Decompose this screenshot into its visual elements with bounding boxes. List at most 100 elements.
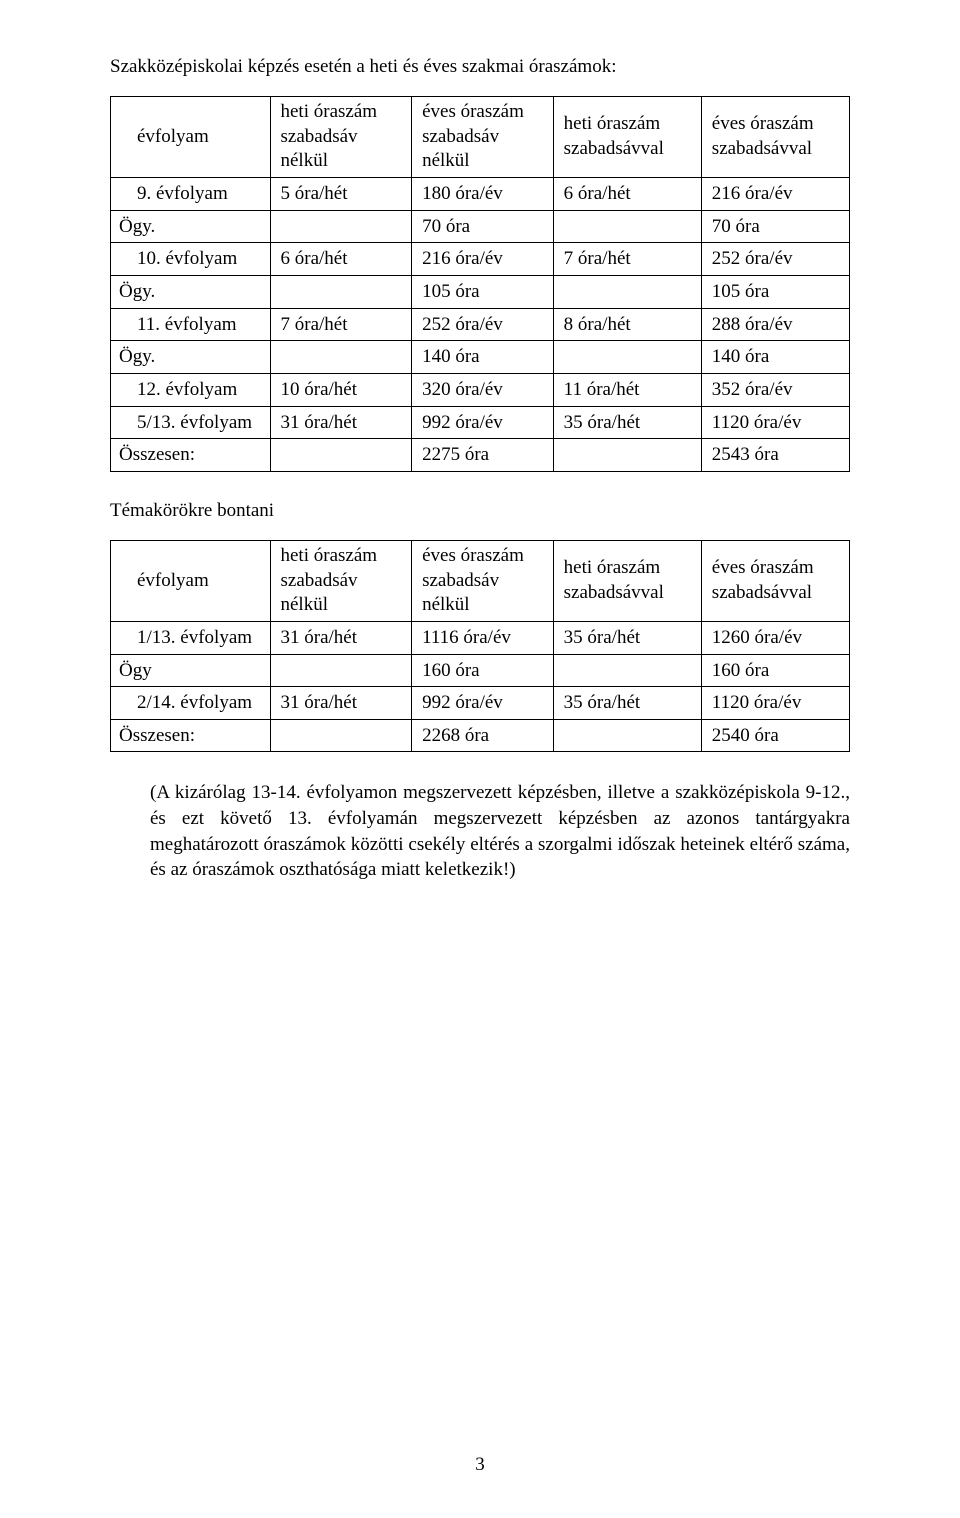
value-cell: 140 óra xyxy=(412,341,554,374)
value-cell: 105 óra xyxy=(412,275,554,308)
th2-eves-val: éves óraszám szabadsávval xyxy=(701,540,849,621)
value-cell: 2540 óra xyxy=(701,719,849,752)
page-number: 3 xyxy=(0,1454,960,1476)
th-evfolyam: évfolyam xyxy=(111,97,271,178)
th-heti-nelkul: heti óraszám szabadsáv nélkül xyxy=(270,97,412,178)
blank-cell xyxy=(270,341,412,374)
table-cell: 992 óra/év xyxy=(412,687,554,720)
blank-cell xyxy=(270,275,412,308)
table-row: 1/13. évfolyam31 óra/hét1116 óra/év35 ór… xyxy=(111,621,850,654)
blank-cell xyxy=(270,439,412,472)
table-cell: 6 óra/hét xyxy=(553,178,701,211)
table-row: Összesen: 2275 óra 2543 óra xyxy=(111,439,850,472)
table-row: 9. évfolyam5 óra/hét180 óra/év6 óra/hét2… xyxy=(111,178,850,211)
table-cell: 1260 óra/év xyxy=(701,621,849,654)
blank-cell xyxy=(553,341,701,374)
table-cell: 252 óra/év xyxy=(701,243,849,276)
blank-cell xyxy=(270,210,412,243)
blank-cell xyxy=(553,719,701,752)
table-2-body: 1/13. évfolyam31 óra/hét1116 óra/év35 ór… xyxy=(111,621,850,752)
th-eves-nelkul: éves óraszám szabadsáv nélkül xyxy=(412,97,554,178)
value-cell: 2543 óra xyxy=(701,439,849,472)
table-1: évfolyam heti óraszám szabadsáv nélkül é… xyxy=(110,96,850,472)
table-cell: 10 óra/hét xyxy=(270,373,412,406)
table-row: 5/13. évfolyam31 óra/hét992 óra/év35 óra… xyxy=(111,406,850,439)
th-heti-val: heti óraszám szabadsávval xyxy=(553,97,701,178)
blank-cell xyxy=(270,719,412,752)
table-cell: 7 óra/hét xyxy=(553,243,701,276)
th2-eves-nelkul: éves óraszám szabadsáv nélkül xyxy=(412,540,554,621)
table-cell: 1116 óra/év xyxy=(412,621,554,654)
value-cell: 160 óra xyxy=(412,654,554,687)
table-cell: 12. évfolyam xyxy=(111,373,271,406)
ogy-label-cell: Ögy. xyxy=(111,210,271,243)
table-cell: 9. évfolyam xyxy=(111,178,271,211)
table-cell: 216 óra/év xyxy=(412,243,554,276)
th2-heti-nelkul: heti óraszám szabadsáv nélkül xyxy=(270,540,412,621)
section-label: Témakörökre bontani xyxy=(110,500,850,522)
table-cell: 992 óra/év xyxy=(412,406,554,439)
th-eves-val: éves óraszám szabadsávval xyxy=(701,97,849,178)
table-cell: 5 óra/hét xyxy=(270,178,412,211)
table-row: Összesen: 2268 óra 2540 óra xyxy=(111,719,850,752)
value-cell: 70 óra xyxy=(412,210,554,243)
table-cell: 216 óra/év xyxy=(701,178,849,211)
total-label-cell: Összesen: xyxy=(111,439,271,472)
table-cell: 31 óra/hét xyxy=(270,406,412,439)
table-row: Ögy. 140 óra 140 óra xyxy=(111,341,850,374)
table-row: 2/14. évfolyam31 óra/hét992 óra/év35 óra… xyxy=(111,687,850,720)
table-cell: 5/13. évfolyam xyxy=(111,406,271,439)
table-cell: 35 óra/hét xyxy=(553,406,701,439)
table-cell: 2/14. évfolyam xyxy=(111,687,271,720)
table-cell: 6 óra/hét xyxy=(270,243,412,276)
table-cell: 252 óra/év xyxy=(412,308,554,341)
table-row: 10. évfolyam6 óra/hét216 óra/év7 óra/hét… xyxy=(111,243,850,276)
table-1-body: 9. évfolyam5 óra/hét180 óra/év6 óra/hét2… xyxy=(111,178,850,472)
table-cell: 11 óra/hét xyxy=(553,373,701,406)
ogy-label-cell: Ögy. xyxy=(111,275,271,308)
value-cell: 2275 óra xyxy=(412,439,554,472)
value-cell: 70 óra xyxy=(701,210,849,243)
table-2-head: évfolyam heti óraszám szabadsáv nélkül é… xyxy=(111,540,850,621)
table-row: 12. évfolyam10 óra/hét320 óra/év11 óra/h… xyxy=(111,373,850,406)
value-cell: 160 óra xyxy=(701,654,849,687)
table-cell: 35 óra/hét xyxy=(553,687,701,720)
table-1-head: évfolyam heti óraszám szabadsáv nélkül é… xyxy=(111,97,850,178)
table-row: Ögy. 70 óra 70 óra xyxy=(111,210,850,243)
table-cell: 1120 óra/év xyxy=(701,687,849,720)
table-1-header-row: évfolyam heti óraszám szabadsáv nélkül é… xyxy=(111,97,850,178)
page-heading: Szakközépiskolai képzés esetén a heti és… xyxy=(110,56,850,78)
value-cell: 105 óra xyxy=(701,275,849,308)
table-row: Ögy 160 óra 160 óra xyxy=(111,654,850,687)
ogy-label-cell: Ögy xyxy=(111,654,271,687)
table-cell: 288 óra/év xyxy=(701,308,849,341)
blank-cell xyxy=(553,210,701,243)
table-cell: 352 óra/év xyxy=(701,373,849,406)
th2-evfolyam: évfolyam xyxy=(111,540,271,621)
blank-cell xyxy=(270,654,412,687)
table-cell: 8 óra/hét xyxy=(553,308,701,341)
table-cell: 31 óra/hét xyxy=(270,621,412,654)
table-row: Ögy. 105 óra 105 óra xyxy=(111,275,850,308)
total-label-cell: Összesen: xyxy=(111,719,271,752)
table-cell: 7 óra/hét xyxy=(270,308,412,341)
ogy-label-cell: Ögy. xyxy=(111,341,271,374)
blank-cell xyxy=(553,275,701,308)
blank-cell xyxy=(553,439,701,472)
table-2-header-row: évfolyam heti óraszám szabadsáv nélkül é… xyxy=(111,540,850,621)
table-cell: 1/13. évfolyam xyxy=(111,621,271,654)
value-cell: 140 óra xyxy=(701,341,849,374)
page: Szakközépiskolai képzés esetén a heti és… xyxy=(0,0,960,1518)
table-2: évfolyam heti óraszám szabadsáv nélkül é… xyxy=(110,540,850,753)
table-cell: 1120 óra/év xyxy=(701,406,849,439)
value-cell: 2268 óra xyxy=(412,719,554,752)
table-row: 11. évfolyam7 óra/hét252 óra/év8 óra/hét… xyxy=(111,308,850,341)
table-cell: 31 óra/hét xyxy=(270,687,412,720)
table-cell: 35 óra/hét xyxy=(553,621,701,654)
table-cell: 320 óra/év xyxy=(412,373,554,406)
table-cell: 180 óra/év xyxy=(412,178,554,211)
th2-heti-val: heti óraszám szabadsávval xyxy=(553,540,701,621)
body-paragraph: (A kizárólag 13-14. évfolyamon megszerve… xyxy=(150,780,850,883)
table-cell: 10. évfolyam xyxy=(111,243,271,276)
table-cell: 11. évfolyam xyxy=(111,308,271,341)
